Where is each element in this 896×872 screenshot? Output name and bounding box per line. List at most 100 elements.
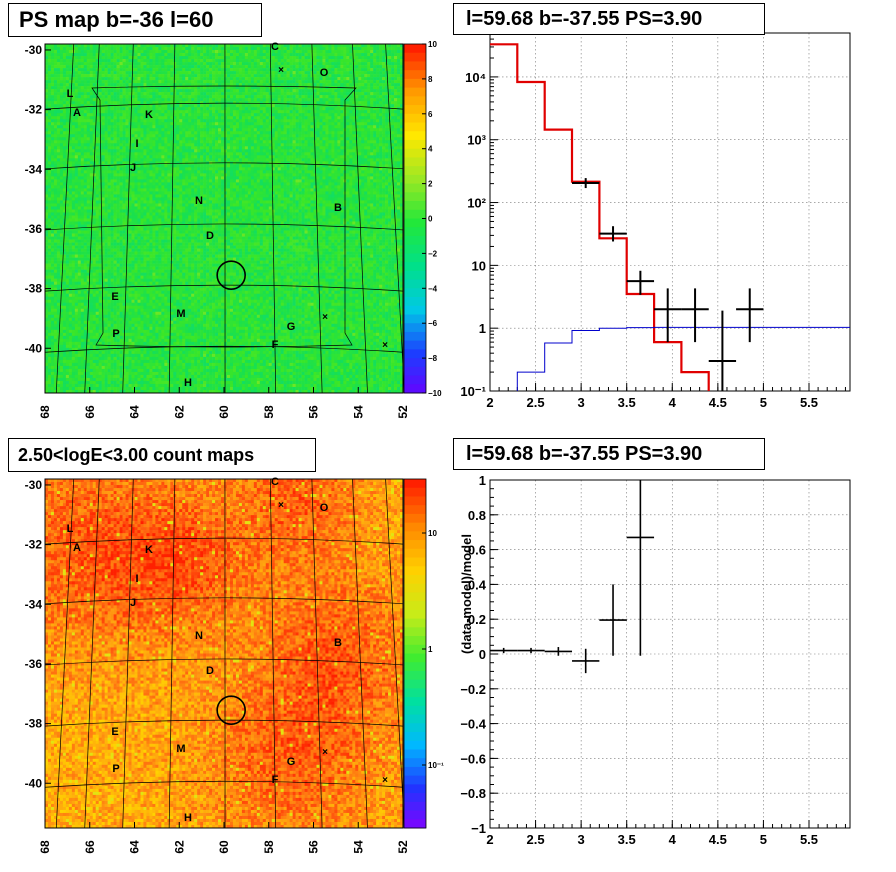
map-pixel (358, 83, 362, 87)
map-pixel (247, 62, 252, 66)
map-pixel (149, 86, 153, 90)
map-pixel (352, 56, 356, 60)
map-pixel (140, 107, 144, 111)
map-pixel (140, 113, 144, 117)
map-pixel (238, 122, 243, 126)
map-pixel (212, 47, 216, 51)
map-pixel (224, 44, 228, 48)
map-pixel (259, 59, 264, 63)
map-pixel (95, 71, 99, 75)
map-pixel (155, 128, 159, 132)
map-pixel (373, 92, 377, 96)
map-pixel (352, 101, 356, 105)
map-pixel (325, 83, 329, 87)
map-pixel (331, 59, 335, 63)
map-pixel (191, 53, 195, 57)
map-pixel (185, 47, 189, 51)
map-pixel (50, 68, 55, 72)
map-pixel (271, 59, 276, 63)
map-pixel (370, 89, 374, 93)
map-pixel (221, 149, 225, 153)
map-pixel (131, 140, 135, 144)
map-pixel (247, 65, 252, 69)
map-pixel (50, 155, 55, 159)
map-pixel (80, 158, 85, 162)
map-pixel (176, 77, 180, 81)
map-pixel (77, 80, 82, 84)
map-pixel (182, 53, 186, 57)
map-pixel (232, 146, 237, 150)
map-pixel (262, 89, 267, 93)
map-pixel (95, 101, 99, 105)
map-pixel (203, 125, 207, 129)
map-pixel (274, 62, 278, 66)
map-pixel (349, 50, 353, 54)
map-pixel (53, 44, 58, 48)
map-pixel (382, 140, 386, 144)
map-pixel (289, 158, 293, 162)
map-pixel (256, 95, 261, 99)
map-pixel (206, 164, 210, 168)
map-pixel (95, 68, 99, 72)
map-pixel (116, 134, 120, 138)
map-pixel (310, 110, 314, 114)
map-pixel (262, 74, 267, 78)
map-pixel (215, 50, 219, 54)
map-pixel (382, 125, 386, 129)
map-pixel (325, 134, 329, 138)
map-pixel (334, 128, 338, 132)
map-pixel (358, 53, 362, 57)
map-pixel (110, 137, 114, 141)
map-pixel (185, 128, 189, 132)
map-pixel (152, 53, 156, 57)
map-pixel (110, 107, 114, 111)
map-pixel (244, 95, 249, 99)
map-pixel (346, 149, 350, 153)
map-pixel (107, 53, 111, 57)
map-pixel (224, 122, 228, 126)
map-pixel (224, 152, 228, 156)
map-pixel (137, 119, 141, 123)
map-pixel (361, 140, 365, 144)
map-pixel (173, 134, 177, 138)
map-pixel (65, 56, 70, 60)
map-pixel (295, 65, 299, 69)
map-pixel (343, 95, 347, 99)
map-pixel (134, 134, 138, 138)
map-pixel (238, 62, 243, 66)
map-pixel (322, 101, 326, 105)
map-pixel (364, 74, 368, 78)
map-pixel (316, 98, 320, 102)
map-pixel (152, 71, 156, 75)
map-pixel (292, 47, 296, 51)
map-pixel (143, 68, 147, 72)
map-pixel (253, 143, 258, 147)
map-pixel (274, 107, 278, 111)
map-pixel (358, 47, 362, 51)
map-pixel (367, 44, 371, 48)
map-pixel (176, 164, 180, 168)
map-pixel (337, 68, 341, 72)
map-pixel (262, 101, 267, 105)
map-pixel (262, 116, 267, 120)
map-pixel (397, 161, 401, 165)
map-pixel (349, 125, 353, 129)
map-pixel (388, 155, 392, 159)
map-pixel (107, 158, 111, 162)
map-pixel (161, 47, 165, 51)
map-pixel (104, 125, 108, 129)
map-pixel (200, 122, 204, 126)
map-pixel (379, 149, 383, 153)
map-pixel (331, 50, 335, 54)
map-pixel (232, 134, 237, 138)
map-pixel (179, 113, 183, 117)
map-pixel (95, 137, 99, 141)
map-pixel (62, 149, 67, 153)
map-pixel (218, 86, 222, 90)
map-pixel (167, 152, 171, 156)
map-pixel (203, 122, 207, 126)
map-pixel (197, 113, 201, 117)
map-pixel (247, 92, 252, 96)
map-pixel (337, 110, 341, 114)
map-pixel (179, 50, 183, 54)
